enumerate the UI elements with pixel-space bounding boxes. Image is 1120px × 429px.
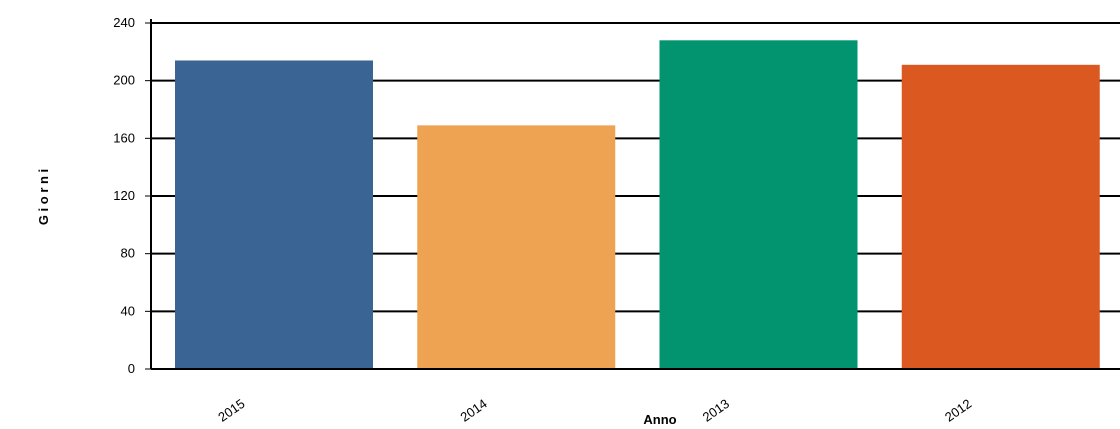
bar-2012 [901,64,1100,369]
x-tick-label: 2012 [942,396,974,425]
x-tick-labels: 2015 2014 2013 2012 [215,396,974,425]
y-axis-title: G i o r n i [36,169,51,225]
x-tick-label: 2015 [215,396,247,425]
bar-2015 [175,60,373,369]
y-tick-label: 0 [128,361,135,376]
bars [175,40,1100,370]
y-tick-label: 40 [121,303,135,318]
y-tick-labels: 0 40 80 120 160 200 240 [113,15,135,376]
y-tick-label: 240 [113,15,135,30]
y-tick-label: 80 [121,246,135,261]
y-tick-label: 200 [113,73,135,88]
bar-2013 [659,40,858,370]
x-tick-label: 2013 [700,396,732,425]
x-tick-label: 2014 [458,396,490,425]
x-axis-title: Anno [643,412,676,427]
bar-2014 [417,125,616,369]
axes [145,19,1120,370]
y-tick-label: 120 [113,188,135,203]
y-tick-label: 160 [113,130,135,145]
